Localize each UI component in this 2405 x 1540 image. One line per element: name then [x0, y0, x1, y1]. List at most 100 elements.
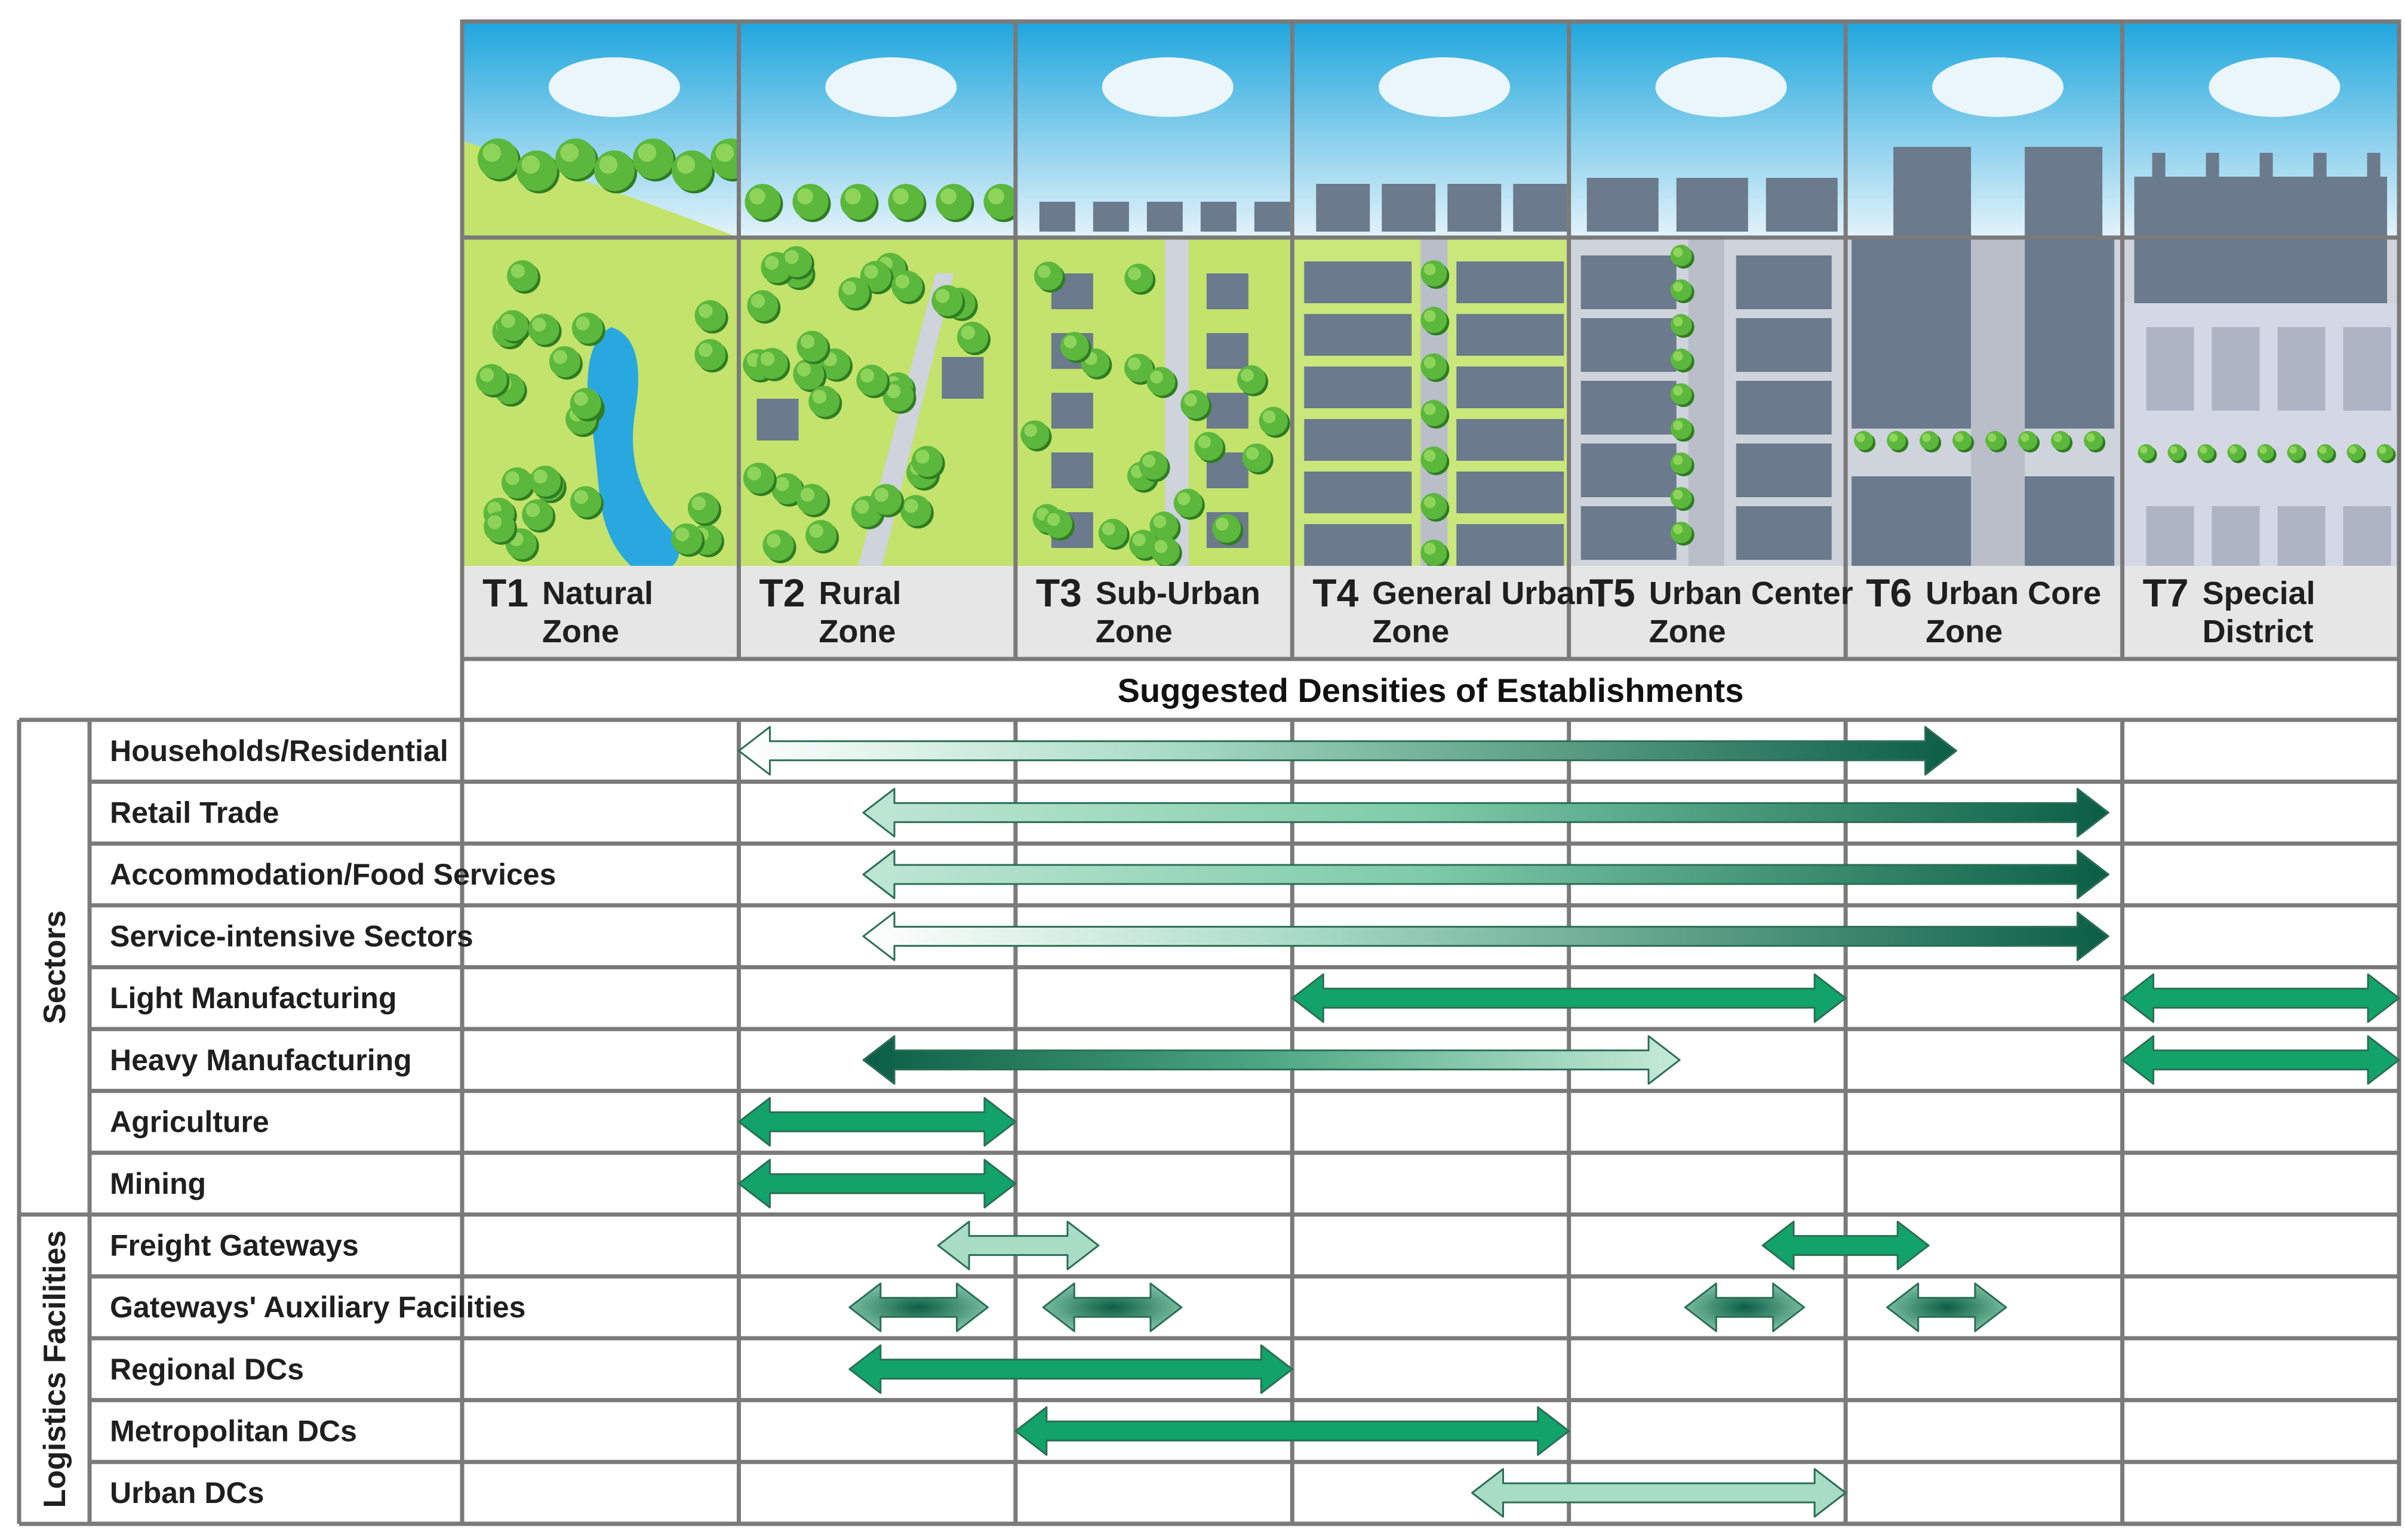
zone-code: T1: [482, 571, 528, 615]
row-label: Regional DCs: [110, 1353, 304, 1386]
building-icon: [1580, 443, 1677, 497]
tree-icon: [1024, 424, 1037, 437]
building-icon: [1456, 472, 1564, 513]
tree-icon: [1262, 410, 1276, 424]
building-icon: [1580, 506, 1677, 560]
tree-icon: [576, 316, 590, 331]
tree-icon: [487, 515, 502, 529]
range-arrow: [1886, 1282, 2007, 1332]
range-arrow: [848, 1282, 989, 1332]
tree-icon: [2200, 446, 2207, 454]
row-label: Gateways' Auxiliary Facilities: [110, 1290, 525, 1324]
zone-name-line2: District: [2203, 614, 2314, 649]
range-arrow: [862, 1035, 1681, 1085]
tree-icon: [1047, 513, 1060, 526]
tree-icon: [940, 188, 957, 205]
range-arrow: [1014, 1406, 1570, 1456]
building-icon: [1206, 273, 1248, 309]
grid-lines: [17, 19, 2401, 1526]
tree-icon: [1673, 386, 1683, 396]
zone-name-line2: Zone: [542, 614, 619, 649]
row-label: Accommodation/Food Services: [110, 858, 556, 891]
lake: [588, 327, 679, 578]
header-band: Suggested Densities of Establishments: [1118, 672, 1744, 709]
range-arrow: [1042, 1282, 1183, 1332]
range-arrow: [1291, 973, 1847, 1023]
tree-icon: [1423, 403, 1436, 415]
road: [1971, 238, 2025, 566]
building-icon: [2313, 153, 2327, 183]
building-icon: [1304, 366, 1412, 408]
zone-label-band: [1846, 566, 2123, 659]
tree-icon: [874, 488, 889, 502]
building-icon: [1580, 318, 1677, 372]
building-icon: [1146, 202, 1183, 232]
zone-label-band: [1015, 566, 1293, 659]
building-icon: [1447, 184, 1502, 232]
tree-icon: [1955, 433, 1964, 442]
row-label: Freight Gateways: [110, 1229, 359, 1262]
tree-icon: [842, 281, 857, 295]
tree-icon: [809, 523, 823, 538]
zone-scene-t4: [1292, 21, 1569, 659]
zone-name-line1: Urban Core: [1926, 575, 2101, 611]
tree-icon: [2140, 446, 2148, 454]
tree-icon: [525, 503, 540, 518]
tree-icon: [2319, 446, 2327, 454]
tree-icon: [895, 274, 910, 289]
zone-scene-t2: [739, 21, 1022, 659]
zone-label-band: [2122, 566, 2399, 659]
zone-label-band: [462, 566, 739, 659]
tree-icon: [1673, 282, 1683, 292]
tree-icon: [1198, 435, 1211, 449]
tree-icon: [2020, 433, 2029, 442]
range-arrow: [1684, 1282, 1806, 1332]
tree-icon: [691, 496, 706, 510]
tree-icon: [676, 155, 696, 174]
row-label: Retail Trade: [110, 796, 279, 829]
building-icon: [1736, 443, 1832, 497]
tree-icon: [553, 350, 567, 364]
cloud-icon: [1932, 57, 2064, 117]
building-icon: [1736, 506, 1832, 560]
building-icon: [1456, 524, 1564, 566]
warehouse-icon: [2277, 327, 2326, 411]
tree-icon: [915, 449, 930, 464]
tree-icon: [860, 368, 875, 383]
tree-icon: [1127, 357, 1141, 371]
tree-icon: [699, 304, 713, 318]
tree-icon: [2379, 446, 2386, 454]
range-arrow: [862, 911, 2109, 962]
tree-icon: [1988, 433, 1997, 442]
tree-icon: [1142, 454, 1156, 467]
tree-icon: [1154, 540, 1168, 553]
building-icon: [2206, 153, 2219, 183]
building-icon: [1304, 261, 1412, 303]
range-arrow: [848, 1344, 1293, 1394]
tree-icon: [2259, 446, 2267, 454]
tree-icon: [1673, 351, 1683, 361]
tree-icon: [854, 500, 869, 514]
tree-icon: [904, 498, 918, 513]
building-icon: [1766, 178, 1838, 232]
tree-icon: [2053, 433, 2062, 442]
building-icon: [2367, 153, 2381, 183]
tree-icon: [574, 489, 588, 504]
zone-illustrations: [462, 21, 2399, 659]
building-icon: [2025, 238, 2115, 429]
tree-icon: [1673, 455, 1683, 465]
zone-code: T5: [1589, 571, 1635, 615]
tree-icon: [796, 362, 811, 377]
zone-code: T3: [1036, 571, 1082, 615]
tree-icon: [2289, 446, 2297, 454]
range-arrow: [2121, 973, 2400, 1023]
building-icon: [756, 399, 799, 441]
tree-icon: [2170, 446, 2178, 454]
tree-icon: [1177, 492, 1191, 506]
row-labels: Households/Residential Retail Trade Accomm…: [110, 734, 556, 1510]
building-icon: [1456, 261, 1564, 303]
tree-icon: [510, 264, 525, 278]
tree-icon: [532, 318, 546, 332]
tree-icon: [1128, 267, 1141, 281]
